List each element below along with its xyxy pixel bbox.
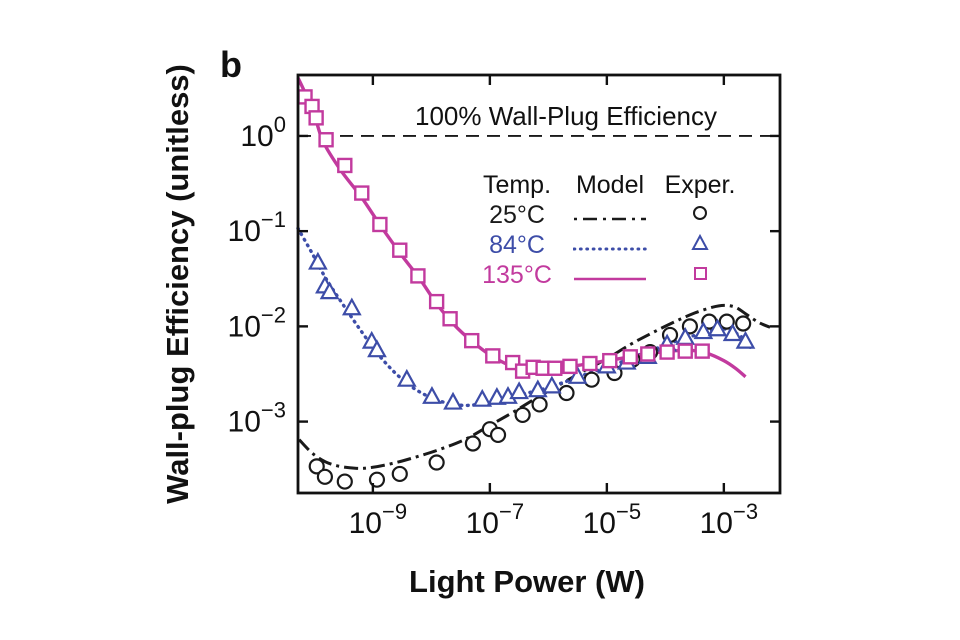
legend-header-temp: Temp. xyxy=(482,170,552,199)
reference-line-label: 100% Wall-Plug Efficiency xyxy=(414,101,718,131)
legend-triangle-marker-icon xyxy=(690,231,710,260)
exper-25c-marker xyxy=(531,396,548,413)
exper-84c-marker xyxy=(527,379,548,398)
exper-84c-marker xyxy=(422,386,442,404)
exper-135c-marker xyxy=(428,293,445,310)
legend-line-sample-135c xyxy=(573,261,647,290)
exper-84c-marker xyxy=(396,368,417,387)
exper-135c-marker xyxy=(659,344,675,360)
exper-135c-marker xyxy=(485,348,501,364)
exper-135c-marker xyxy=(337,157,353,174)
exper-135c-marker xyxy=(562,358,578,375)
x-tick-label: 10−5 xyxy=(583,499,641,540)
x-axis-label: Light Power (W) xyxy=(409,564,645,599)
exper-84c-marker xyxy=(707,318,728,337)
exper-135c-marker xyxy=(464,332,480,349)
exper-135c-marker xyxy=(622,349,638,365)
exper-84c-marker xyxy=(722,323,743,342)
exper-25c-marker xyxy=(391,465,408,483)
legend-header-model: Model xyxy=(575,170,645,199)
exper-135c-marker xyxy=(582,355,598,372)
exper-84c-marker xyxy=(341,297,362,316)
exper-25c-marker xyxy=(558,384,575,402)
legend: Temp. Model Exper. 25°C 84°C 135°C xyxy=(470,170,744,290)
exper-84c-marker xyxy=(735,330,756,349)
x-tick-label: 10−9 xyxy=(349,499,407,540)
exper-135c-marker xyxy=(677,343,693,359)
y-tick-label: 10−3 xyxy=(228,398,286,439)
x-tick-label: 10−7 xyxy=(466,499,524,540)
exper-25c-marker xyxy=(428,454,445,471)
exper-135c-marker xyxy=(410,268,426,284)
exper-25c-marker xyxy=(316,468,334,485)
exper-135c-marker xyxy=(547,360,563,376)
exper-84c-marker xyxy=(443,391,463,410)
exper-25c-marker xyxy=(336,473,353,490)
exper-84c-marker xyxy=(509,381,529,400)
legend-temp-135c: 135°C xyxy=(482,260,552,289)
exper-135c-marker xyxy=(354,185,370,201)
exper-135c-marker xyxy=(694,343,710,359)
legend-header-exper: Exper. xyxy=(664,170,736,199)
exper-135c-marker xyxy=(602,352,618,369)
exper-135c-marker xyxy=(392,242,408,258)
exper-25c-marker xyxy=(308,458,325,475)
legend-line-sample-84c xyxy=(572,231,648,260)
exper-135c-marker xyxy=(318,132,334,148)
y-tick-label: 100 xyxy=(240,112,286,153)
exper-135c-marker xyxy=(372,216,388,233)
y-tick-label: 10−2 xyxy=(228,302,286,343)
exper-135c-marker xyxy=(640,346,656,362)
exper-135c-marker xyxy=(308,110,324,126)
exper-84c-marker xyxy=(319,281,340,300)
exper-84c-marker xyxy=(308,251,328,270)
exper-25c-marker xyxy=(514,406,531,424)
exper-25c-marker xyxy=(718,313,735,330)
exper-84c-marker xyxy=(367,339,387,358)
exper-25c-marker xyxy=(464,435,482,452)
exper-25c-marker xyxy=(735,315,752,332)
legend-temp-25c: 25°C xyxy=(489,200,545,229)
exper-84c-marker xyxy=(693,321,714,340)
legend-circle-marker-icon xyxy=(690,201,710,230)
axes-frame xyxy=(296,73,782,495)
exper-135c-marker xyxy=(442,311,458,327)
exper-25c-marker xyxy=(489,426,507,444)
exper-84c-marker xyxy=(472,388,493,407)
y-tick-label: 10−1 xyxy=(228,207,286,248)
legend-temp-84c: 84°C xyxy=(489,230,545,259)
legend-square-marker-icon xyxy=(690,261,710,290)
panel-label: b xyxy=(220,44,242,85)
exper-25c-marker xyxy=(583,371,600,388)
exper-84c-marker xyxy=(542,375,562,394)
legend-line-sample-25c xyxy=(573,201,647,230)
exper-84c-marker xyxy=(567,366,588,384)
x-tick-label: 10−3 xyxy=(700,499,758,540)
